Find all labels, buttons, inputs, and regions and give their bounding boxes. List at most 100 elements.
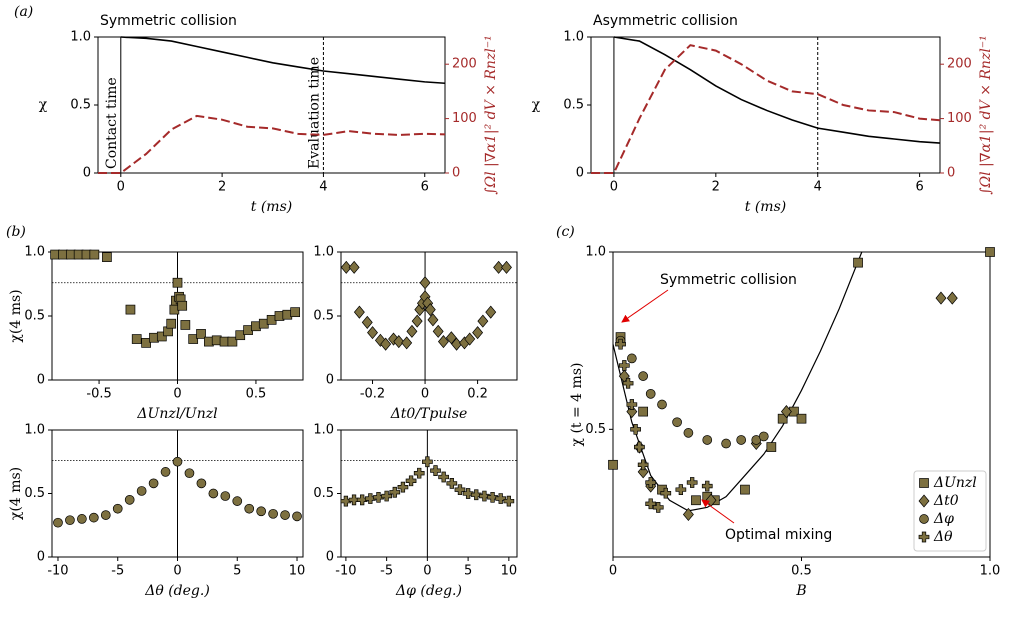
x-tick-label: 0.5 — [791, 564, 812, 579]
y-tick-label: 0.5 — [313, 486, 334, 501]
marker — [405, 475, 417, 487]
y-tick-label: 0 — [37, 373, 45, 388]
panel-label: (b) — [6, 224, 26, 240]
marker — [406, 324, 418, 338]
marker — [196, 329, 206, 339]
x-tick-label: -10 — [47, 564, 68, 579]
marker — [348, 494, 360, 506]
y2-tick-label: 100 — [947, 111, 972, 126]
x-tick-label: 0.2 — [467, 387, 488, 402]
marker — [427, 313, 439, 327]
marker — [796, 413, 807, 424]
marker — [413, 467, 425, 479]
x-tick-label: 0 — [423, 564, 431, 579]
y-tick-label: 0 — [37, 550, 45, 565]
marker — [256, 506, 267, 517]
marker — [638, 406, 649, 417]
legend-marker — [918, 494, 930, 508]
x-tick-label: -5 — [380, 564, 393, 579]
marker — [124, 495, 135, 505]
annotation: Optimal mixing — [725, 527, 832, 543]
marker — [657, 399, 667, 410]
x-tick-label: 0 — [173, 387, 181, 402]
x-tick-label: 0 — [610, 180, 618, 195]
y2-axis-label: ∫Ωl |∇α1|² dV × Rnzl⁻¹ — [483, 35, 499, 195]
marker — [652, 501, 664, 513]
legend-label: Δt0 — [933, 493, 959, 509]
annotation-arrow — [621, 289, 669, 323]
y-tick-label: 0 — [576, 166, 584, 181]
marker — [290, 307, 301, 318]
x-tick-label: 0 — [117, 180, 125, 195]
marker — [479, 490, 490, 502]
plot-frame — [590, 36, 941, 174]
x-tick-label: 10 — [289, 564, 306, 579]
y-tick-label: 0 — [326, 373, 334, 388]
legend-marker — [919, 514, 929, 524]
marker — [340, 260, 352, 274]
y-tick-label: 0.5 — [313, 309, 334, 324]
marker — [340, 495, 352, 507]
marker — [637, 465, 649, 479]
y-tick-label: 0 — [326, 550, 334, 565]
marker — [464, 332, 476, 346]
marker — [626, 353, 637, 364]
line — [120, 36, 446, 85]
panel-label: (a) — [14, 4, 33, 20]
marker — [462, 488, 474, 499]
line — [98, 114, 446, 174]
marker — [88, 512, 99, 523]
marker — [393, 335, 405, 349]
marker — [112, 503, 123, 514]
x-axis-label: Δφ (deg.) — [395, 583, 462, 599]
marker — [172, 456, 183, 467]
marker — [626, 399, 638, 410]
marker — [622, 377, 634, 389]
marker — [373, 491, 384, 503]
y-tick-label: 0 — [83, 166, 91, 181]
marker — [758, 431, 769, 442]
marker — [220, 491, 231, 501]
marker — [184, 468, 195, 479]
marker — [501, 260, 512, 274]
marker — [740, 484, 750, 495]
marker — [292, 511, 302, 522]
marker — [503, 495, 515, 507]
marker — [477, 314, 489, 328]
marker — [419, 276, 431, 290]
marker — [367, 326, 378, 340]
marker — [660, 487, 672, 499]
marker — [430, 465, 441, 476]
marker — [100, 510, 111, 520]
marker — [131, 334, 142, 344]
marker — [381, 490, 392, 502]
y-tick-label: 0.5 — [70, 98, 91, 113]
marker — [244, 503, 255, 514]
x-axis-label: B — [795, 583, 806, 599]
marker — [686, 477, 698, 488]
marker — [148, 478, 159, 489]
marker — [424, 303, 436, 317]
marker — [177, 300, 188, 311]
annotation: Symmetric collision — [660, 272, 797, 288]
y-tick-label: 0.5 — [585, 422, 606, 437]
x-axis-label: t (ms) — [251, 199, 292, 215]
y-tick-label: 0.5 — [563, 98, 584, 113]
legend-box — [913, 470, 987, 552]
marker — [361, 315, 373, 329]
marker — [470, 489, 482, 501]
marker — [389, 486, 401, 498]
marker — [626, 405, 638, 419]
marker — [422, 456, 433, 468]
marker — [645, 389, 656, 399]
x-tick-label: 1.0 — [980, 564, 1001, 579]
marker — [89, 249, 100, 260]
marker — [485, 305, 497, 319]
marker — [380, 337, 392, 351]
marker — [180, 320, 191, 330]
y2-axis-label: ∫Ωl |∇α1|² dV × Rnzl⁻¹ — [978, 35, 994, 195]
marker — [268, 508, 278, 519]
marker — [437, 335, 449, 349]
marker — [125, 304, 136, 315]
